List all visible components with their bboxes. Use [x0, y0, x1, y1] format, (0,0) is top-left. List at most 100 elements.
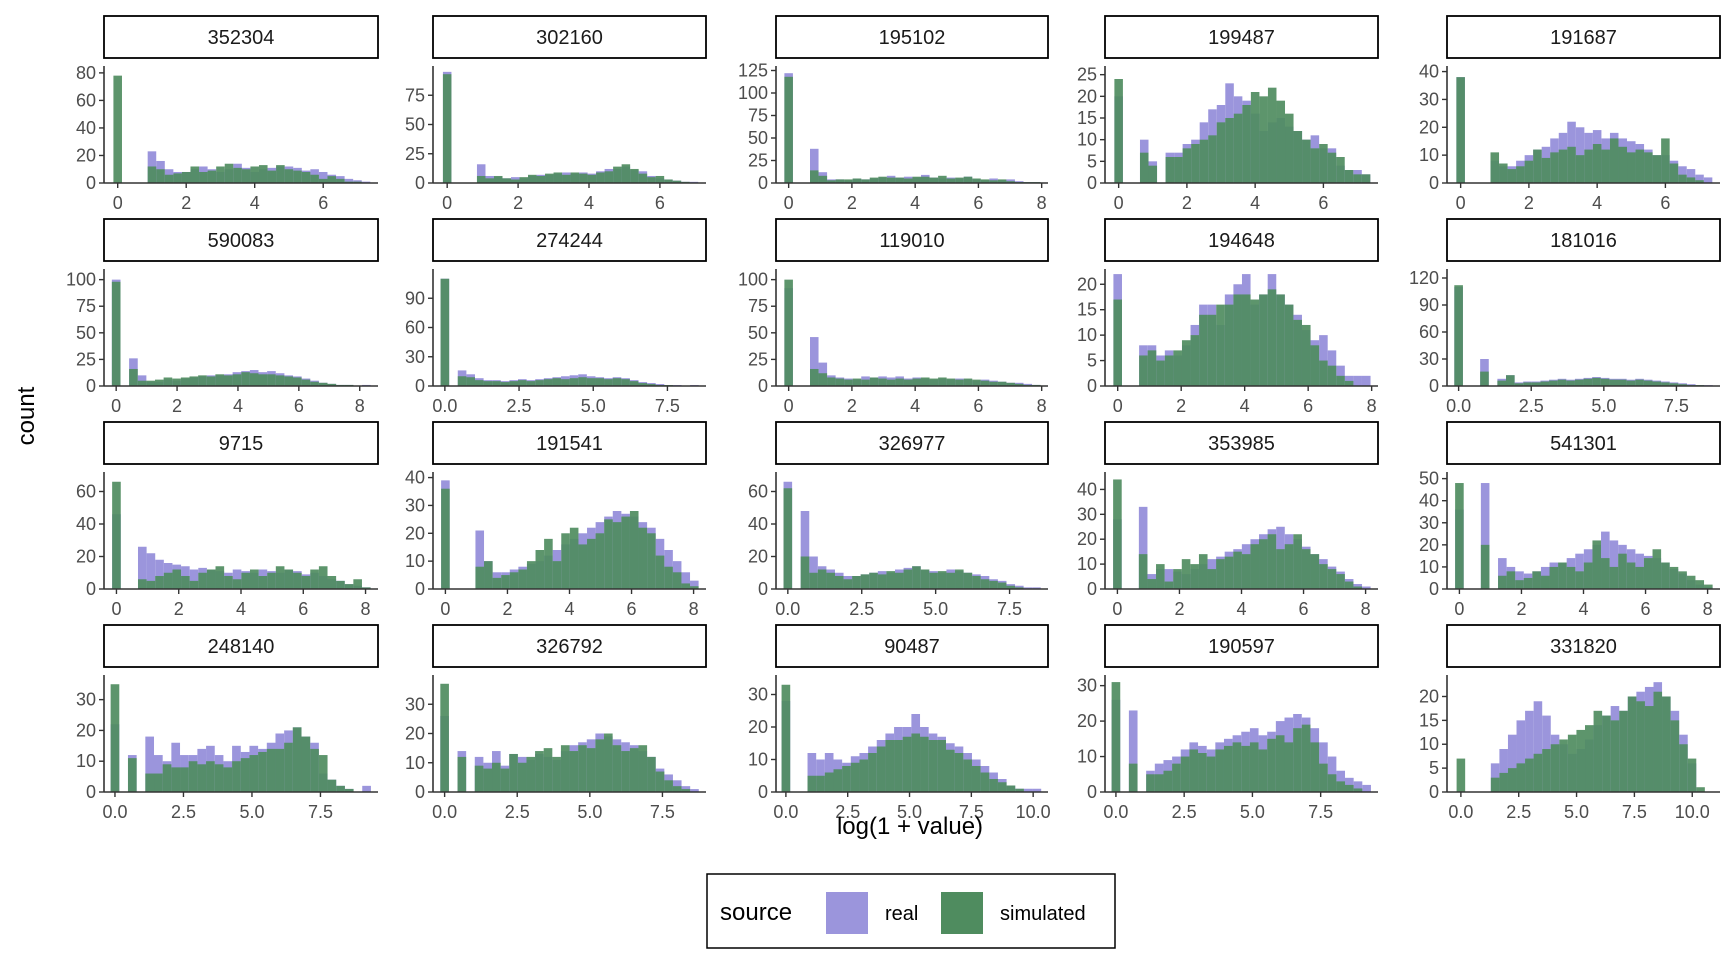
- bar-simulated: [301, 379, 311, 386]
- bar-simulated: [1644, 152, 1653, 183]
- bar-real: [681, 572, 691, 589]
- bar-simulated: [681, 789, 691, 792]
- bar-simulated: [1686, 177, 1696, 183]
- x-tick-label: 2.5: [505, 802, 530, 822]
- x-tick-label: 0: [1456, 193, 1466, 213]
- bar-simulated: [457, 376, 467, 386]
- bar-simulated: [1015, 788, 1024, 792]
- bar-simulated: [586, 378, 596, 386]
- bar-simulated: [544, 538, 553, 589]
- bar-simulated: [586, 748, 596, 792]
- bar-simulated: [1293, 319, 1302, 386]
- bar-simulated: [1138, 554, 1148, 589]
- x-tick-label: 0.0: [432, 396, 457, 416]
- y-tick-label: 50: [748, 323, 768, 343]
- bar-simulated: [1006, 382, 1015, 386]
- bar-simulated: [240, 758, 250, 792]
- y-tick-label: 25: [1077, 65, 1097, 85]
- y-axis-title: count: [13, 386, 40, 445]
- bar-simulated: [972, 379, 981, 386]
- bar-simulated: [172, 378, 181, 386]
- bar-simulated: [1319, 144, 1328, 183]
- x-tick-label: 8: [355, 396, 365, 416]
- y-tick-label: 30: [405, 347, 425, 367]
- bar-simulated: [911, 733, 921, 792]
- bar-simulated: [206, 761, 215, 792]
- bar-simulated: [860, 574, 870, 589]
- bar-real: [344, 178, 354, 183]
- bar-simulated: [275, 375, 285, 386]
- y-tick-label: 0: [415, 376, 425, 396]
- x-tick-label: 0: [1113, 396, 1123, 416]
- bar-simulated: [250, 166, 259, 183]
- bar-simulated: [997, 381, 1007, 386]
- bar-simulated: [989, 180, 998, 183]
- facet-label: 191687: [1550, 27, 1617, 49]
- bar-simulated: [1583, 562, 1593, 589]
- x-axis-title: log(1 + value): [837, 813, 983, 840]
- facet-strip: [1446, 624, 1721, 668]
- bar-simulated: [188, 761, 198, 792]
- bar-simulated: [1327, 365, 1337, 386]
- bar-simulated: [1224, 556, 1234, 589]
- bar-simulated: [1542, 749, 1551, 792]
- bar-simulated: [1173, 569, 1182, 589]
- x-tick-label: 2: [1524, 193, 1534, 213]
- bar-simulated: [266, 748, 276, 792]
- bar-simulated: [1618, 379, 1627, 386]
- bar-real: [1609, 540, 1619, 589]
- bar-simulated: [886, 177, 896, 183]
- bar-simulated: [655, 555, 665, 589]
- y-tick-label: 10: [1419, 145, 1439, 165]
- bar-simulated: [1515, 580, 1524, 589]
- bar-simulated: [1180, 756, 1190, 792]
- bar-simulated: [1233, 113, 1243, 183]
- bar-simulated: [912, 378, 922, 386]
- bar-simulated: [1533, 149, 1542, 183]
- bar-simulated: [1147, 350, 1157, 386]
- bar-simulated: [1148, 165, 1158, 183]
- y-tick-label: 15: [1419, 710, 1439, 730]
- bar-simulated: [827, 180, 836, 183]
- x-tick-label: 2: [502, 599, 512, 619]
- facet-strip: [432, 218, 707, 262]
- bar-simulated: [249, 755, 259, 792]
- bar-simulated: [818, 175, 828, 183]
- bar-simulated: [1301, 724, 1311, 792]
- x-tick-label: 4: [236, 599, 246, 619]
- y-tick-label: 40: [76, 118, 96, 138]
- y-tick-label: 30: [1077, 676, 1097, 696]
- bar-simulated: [1198, 753, 1207, 792]
- bar-simulated: [1207, 569, 1217, 589]
- bar-simulated: [1574, 379, 1584, 386]
- bar-simulated: [1345, 784, 1354, 792]
- bar-simulated: [327, 576, 337, 589]
- bar-simulated: [163, 377, 173, 386]
- bar-simulated: [1191, 144, 1200, 183]
- bar-simulated: [1259, 539, 1268, 589]
- bar-simulated: [509, 381, 519, 386]
- x-tick-label: 7.5: [1664, 396, 1689, 416]
- facet-label: 590083: [208, 230, 275, 252]
- x-tick-label: 4: [250, 193, 260, 213]
- bar-simulated: [1267, 289, 1277, 386]
- bar-simulated: [1626, 380, 1636, 386]
- bar-simulated: [310, 381, 319, 386]
- bar-simulated: [1182, 148, 1192, 183]
- bar-simulated: [1558, 149, 1568, 183]
- bar-real: [1353, 781, 1363, 792]
- bar-simulated: [1679, 744, 1688, 792]
- bar-simulated: [1006, 585, 1016, 589]
- bar-simulated: [1499, 772, 1508, 792]
- bar-simulated: [878, 378, 887, 386]
- bar-simulated: [954, 753, 964, 792]
- bar-simulated: [1523, 382, 1532, 386]
- bar-simulated: [318, 755, 328, 792]
- bar-simulated: [180, 377, 190, 386]
- bar-simulated: [293, 377, 302, 386]
- y-tick-label: 20: [76, 547, 96, 567]
- bar-simulated: [1319, 564, 1328, 589]
- bar-simulated: [1147, 579, 1157, 589]
